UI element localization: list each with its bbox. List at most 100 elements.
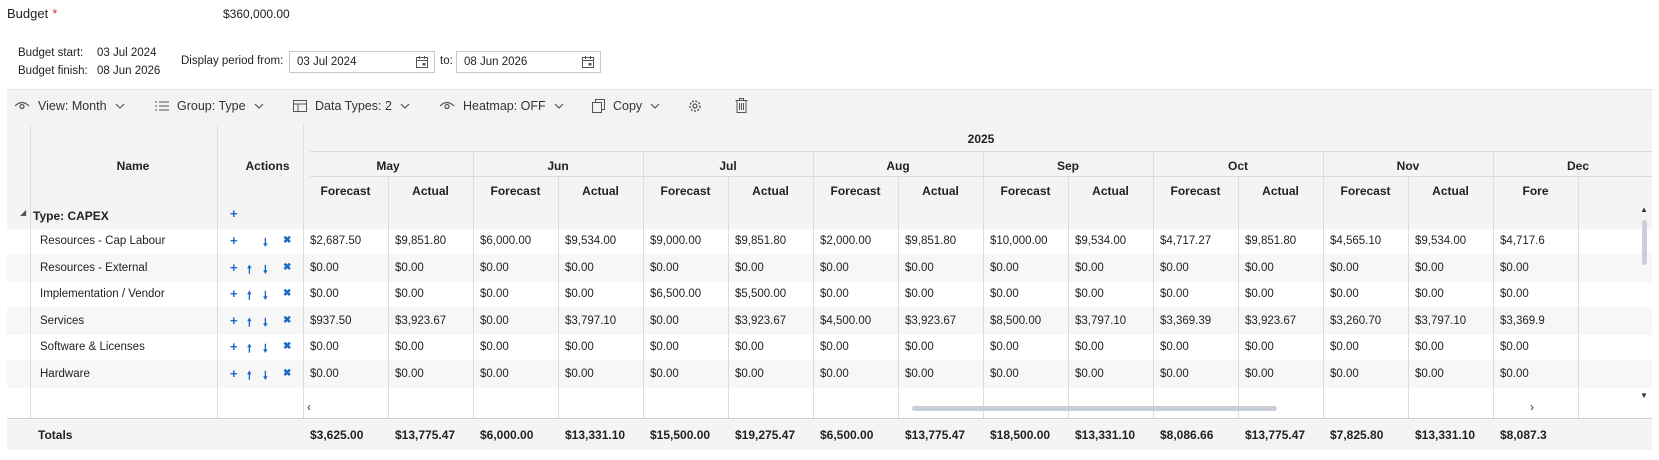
forecast-cell[interactable]: $8,500.00 xyxy=(990,314,1042,327)
actual-cell[interactable]: $9,851.80 xyxy=(905,235,957,247)
add-icon[interactable]: + xyxy=(230,339,238,354)
forecast-cell[interactable]: $0.00 xyxy=(310,261,339,274)
forecast-cell[interactable]: $0.00 xyxy=(1160,288,1189,300)
delete-icon[interactable]: ✖ xyxy=(283,314,292,326)
calendar-icon[interactable] xyxy=(581,55,595,69)
forecast-cell[interactable]: $0.00 xyxy=(310,341,339,353)
forecast-cell[interactable]: $0.00 xyxy=(1330,367,1359,380)
actual-cell[interactable]: $0.00 xyxy=(1415,367,1444,380)
view-dropdown[interactable]: View: Month xyxy=(14,99,133,113)
scroll-down-icon[interactable]: ▼ xyxy=(1640,391,1648,400)
forecast-cell[interactable]: $0.00 xyxy=(480,288,509,300)
horizontal-scrollbar[interactable] xyxy=(912,406,1277,411)
forecast-cell[interactable]: $0.00 xyxy=(480,367,509,380)
actual-cell[interactable]: $0.00 xyxy=(1075,341,1104,353)
delete-icon[interactable]: ✖ xyxy=(283,261,292,273)
move-down-icon[interactable]: 🠗 xyxy=(263,316,268,329)
forecast-cell[interactable]: $0.00 xyxy=(480,314,509,327)
actual-cell[interactable]: $0.00 xyxy=(1415,288,1444,300)
add-icon[interactable]: + xyxy=(230,365,238,381)
actual-cell[interactable]: $0.00 xyxy=(565,261,594,274)
add-row-icon[interactable]: + xyxy=(230,206,238,221)
forecast-cell[interactable]: $937.50 xyxy=(310,314,352,327)
add-icon[interactable]: + xyxy=(230,286,238,301)
forecast-cell[interactable]: $0.00 xyxy=(1330,261,1359,274)
move-up-icon[interactable]: 🠕 xyxy=(247,369,252,382)
actual-cell[interactable]: $0.00 xyxy=(1415,261,1444,274)
move-up-icon[interactable]: 🠕 xyxy=(247,290,252,302)
actual-cell[interactable]: $0.00 xyxy=(1075,288,1104,300)
actual-cell[interactable]: $0.00 xyxy=(735,261,764,274)
forecast-cell[interactable]: $2,000.00 xyxy=(820,235,872,247)
actual-cell[interactable]: $0.00 xyxy=(1415,341,1444,353)
actual-cell[interactable]: $0.00 xyxy=(1245,341,1274,353)
actual-cell[interactable]: $9,534.00 xyxy=(1415,235,1467,247)
move-up-icon[interactable]: 🠕 xyxy=(247,316,252,329)
actual-cell[interactable]: $0.00 xyxy=(1245,367,1274,380)
scroll-up-icon[interactable]: ▲ xyxy=(1640,205,1648,214)
actual-cell[interactable]: $3,923.67 xyxy=(1245,314,1297,327)
actual-cell[interactable]: $0.00 xyxy=(905,367,934,380)
group-dropdown[interactable]: Group: Type xyxy=(155,99,272,113)
forecast-cell[interactable]: $0.00 xyxy=(1160,367,1189,380)
heatmap-dropdown[interactable]: Heatmap: OFF xyxy=(439,99,572,113)
actual-cell[interactable]: $3,797.10 xyxy=(1415,314,1467,327)
forecast-cell[interactable]: $0.00 xyxy=(1500,261,1529,274)
forecast-cell[interactable]: $0.00 xyxy=(1330,288,1359,300)
table-row[interactable]: Resources - External + 🠕 🠗 ✖ $0.00 $0.00 $0.00 $… xyxy=(7,253,1652,282)
actual-cell[interactable]: $9,534.00 xyxy=(1075,235,1127,247)
forecast-cell[interactable]: $0.00 xyxy=(650,314,679,327)
forecast-cell[interactable]: $0.00 xyxy=(1500,288,1529,300)
forecast-cell[interactable]: $6,000.00 xyxy=(480,235,532,247)
forecast-cell[interactable]: $4,717.27 xyxy=(1160,235,1212,247)
actual-cell[interactable]: $0.00 xyxy=(905,288,934,300)
forecast-cell[interactable]: $0.00 xyxy=(1330,341,1359,353)
forecast-cell[interactable]: $3,369.9 xyxy=(1500,314,1545,327)
actual-cell[interactable]: $0.00 xyxy=(395,288,424,300)
forecast-cell[interactable]: $0.00 xyxy=(990,288,1019,300)
calendar-icon[interactable] xyxy=(415,55,429,69)
actual-cell[interactable]: $0.00 xyxy=(1075,367,1104,380)
collapse-triangle-icon[interactable]: ◢ xyxy=(20,208,27,217)
actual-cell[interactable]: $0.00 xyxy=(735,341,764,353)
actual-cell[interactable]: $0.00 xyxy=(1245,288,1274,300)
forecast-cell[interactable]: $0.00 xyxy=(480,261,509,274)
actual-cell[interactable]: $5,500.00 xyxy=(735,288,787,300)
add-icon[interactable]: + xyxy=(230,312,238,328)
move-up-icon[interactable]: 🠕 xyxy=(247,343,252,355)
copy-dropdown[interactable]: Copy xyxy=(592,99,668,113)
forecast-cell[interactable]: $4,500.00 xyxy=(820,314,872,327)
actual-cell[interactable]: $0.00 xyxy=(565,367,594,380)
display-to-input[interactable]: 08 Jun 2026 xyxy=(456,51,601,73)
settings-button[interactable] xyxy=(687,98,711,114)
forecast-cell[interactable]: $0.00 xyxy=(820,367,849,380)
table-row[interactable]: Hardware + 🠕 🠗 ✖ $0.00 $0.00 $0.00 $0.00 $0.00 $0.… xyxy=(7,359,1652,388)
move-down-icon[interactable]: 🠗 xyxy=(263,237,268,249)
forecast-cell[interactable]: $0.00 xyxy=(480,341,509,353)
actual-cell[interactable]: $3,923.67 xyxy=(905,314,957,327)
actual-cell[interactable]: $0.00 xyxy=(1075,261,1104,274)
forecast-cell[interactable]: $0.00 xyxy=(650,367,679,380)
data-types-dropdown[interactable]: Data Types: 2 xyxy=(293,99,418,113)
delete-icon[interactable]: ✖ xyxy=(283,367,292,379)
forecast-cell[interactable]: $0.00 xyxy=(310,367,339,380)
forecast-cell[interactable]: $0.00 xyxy=(650,341,679,353)
actual-cell[interactable]: $0.00 xyxy=(735,367,764,380)
table-row[interactable]: Services + 🠕 🠗 ✖ $937.50 $3,923.67 $0.00 $3,797.… xyxy=(7,306,1652,335)
forecast-cell[interactable]: $6,500.00 xyxy=(650,288,702,300)
forecast-cell[interactable]: $2,687.50 xyxy=(310,235,362,247)
actual-cell[interactable]: $0.00 xyxy=(565,341,594,353)
forecast-cell[interactable]: $0.00 xyxy=(310,288,339,300)
actual-cell[interactable]: $0.00 xyxy=(905,261,934,274)
actual-cell[interactable]: $9,851.80 xyxy=(735,235,787,247)
move-down-icon[interactable]: 🠗 xyxy=(263,369,268,382)
forecast-cell[interactable]: $0.00 xyxy=(820,288,849,300)
display-from-input[interactable]: 03 Jul 2024 xyxy=(289,51,435,73)
name-header[interactable]: Name xyxy=(116,159,150,173)
forecast-cell[interactable]: $0.00 xyxy=(1500,341,1529,353)
vertical-scrollbar[interactable] xyxy=(1642,220,1647,265)
scroll-left-icon[interactable]: ‹ xyxy=(307,400,311,414)
forecast-cell[interactable]: $0.00 xyxy=(820,261,849,274)
forecast-cell[interactable]: $4,565.10 xyxy=(1330,235,1382,247)
forecast-cell[interactable]: $3,369.39 xyxy=(1160,314,1212,327)
